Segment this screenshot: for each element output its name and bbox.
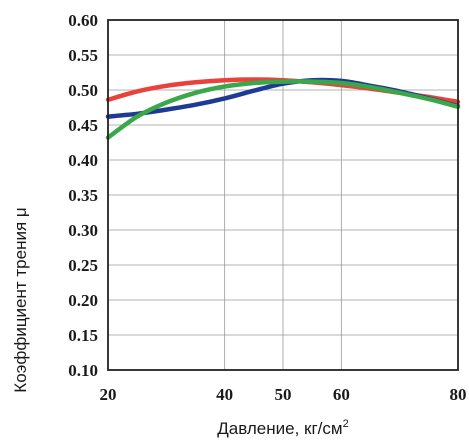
x-axis-label-text: Давление, кг/см <box>217 419 342 438</box>
y-tick-labels: 0.10 0.15 0.20 0.25 0.30 0.35 0.40 0.45 0.50 0.55… <box>68 11 98 380</box>
grid <box>108 20 458 370</box>
series-group <box>105 77 461 140</box>
y-tick-label: 0.60 <box>68 11 98 30</box>
x-tick-label: 50 <box>275 385 292 404</box>
y-tick-label: 0.35 <box>68 186 98 205</box>
x-tick-label: 80 <box>450 385 467 404</box>
y-tick-label: 0.10 <box>68 361 98 380</box>
y-tick-label: 0.55 <box>68 46 98 65</box>
y-tick-label: 0.50 <box>68 81 98 100</box>
y-tick-label: 0.20 <box>68 291 98 310</box>
x-tick-label: 60 <box>333 385 350 404</box>
x-axis-label: Давление, кг/см2 <box>217 418 348 438</box>
x-tick-label: 20 <box>100 385 117 404</box>
series-line-3 <box>105 79 461 140</box>
x-axis-label-superscript: 2 <box>343 418 349 430</box>
y-tick-label: 0.30 <box>68 221 98 240</box>
y-tick-label: 0.15 <box>68 326 98 345</box>
y-tick-label: 0.40 <box>68 151 98 170</box>
y-tick-label: 0.25 <box>68 256 98 275</box>
x-tick-labels: 20 40 50 60 80 <box>100 385 467 404</box>
y-axis-label: Коэффициент трения μ <box>11 207 30 392</box>
plot-frame <box>107 19 459 371</box>
y-tick-label: 0.45 <box>68 116 98 135</box>
x-tick-label: 40 <box>216 385 233 404</box>
